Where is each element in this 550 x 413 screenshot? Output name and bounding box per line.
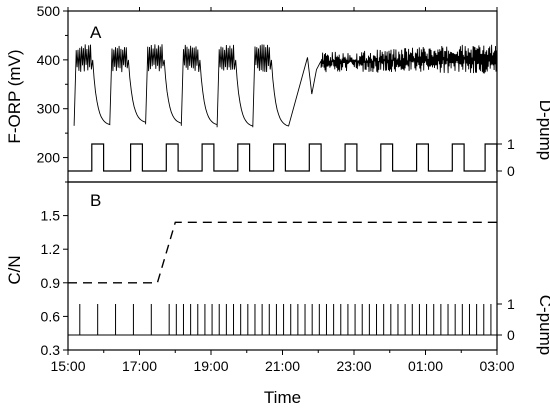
panel-a-ytick-label: 500 [37, 3, 61, 19]
x-axis-label: Time [264, 388, 301, 407]
panel-b-letter: B [90, 191, 101, 210]
x-tick-label: 23:00 [336, 358, 371, 374]
panel-a-y-axis-label: F-ORP (mV) [5, 49, 24, 143]
d-pump-series [68, 143, 498, 172]
x-tick-label: 17:00 [122, 358, 157, 374]
panel-a-ytick-label: 400 [37, 52, 61, 68]
panel-b-ytick-label: 0.3 [41, 342, 61, 358]
panel-b-ytick-label: 0.6 [41, 308, 61, 324]
panel-b-frame [67, 181, 498, 351]
d-pump-tick-label: 0 [507, 163, 515, 179]
panel-b-ytick-label: 1.2 [41, 241, 61, 257]
x-tick-label: 15:00 [50, 358, 85, 374]
f-orp-series [73, 44, 497, 128]
panel-a-right-label: D-pump [536, 100, 550, 160]
panel-b-ytick-label: 0.9 [41, 275, 61, 291]
c-pump-tick-label: 1 [507, 296, 515, 312]
x-tick-label: 19:00 [193, 358, 228, 374]
c-pump-tick-label: 0 [507, 327, 515, 343]
panel-a-ytick-label: 300 [37, 101, 61, 117]
x-tick-label: 03:00 [479, 358, 514, 374]
x-tick-label: 01:00 [408, 358, 443, 374]
panel-a-letter: A [90, 23, 102, 42]
c-n-series [68, 221, 497, 284]
d-pump-tick-label: 1 [507, 136, 515, 152]
panel-b-ytick-label: 1.5 [41, 208, 61, 224]
panel-b-y-axis-label: C/N [5, 255, 24, 284]
x-tick-label: 21:00 [265, 358, 300, 374]
panel-b-right-label: C-pump [536, 295, 550, 355]
panel-a-ytick-label: 200 [37, 150, 61, 166]
